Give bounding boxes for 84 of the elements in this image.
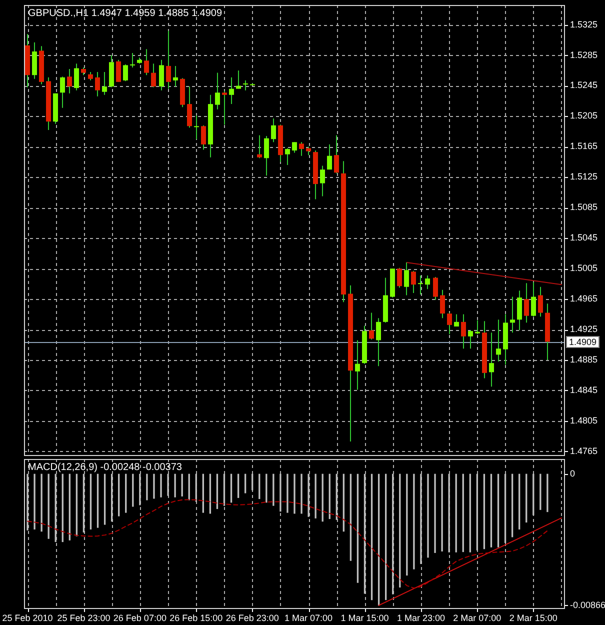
candlestick [264,136,269,176]
y-tick-label: 1.5085 [570,202,598,212]
candlestick [116,59,121,82]
candlestick [243,80,248,91]
candlestick [475,320,480,335]
candlestick [271,118,276,143]
candlestick [376,318,381,367]
candlestick [151,63,156,88]
candlestick [327,144,332,170]
chart-title: MACD(12,26,9) -0.00248 -0.00373 [28,462,182,473]
chart-title: GBPUSD.,H1 1.4947 1.4959 1.4885 1.4909 [28,8,222,19]
candlestick [397,267,402,288]
y-tick-label: 1.4805 [570,415,598,426]
candlestick [257,134,262,159]
candlestick [222,90,227,126]
x-tick-label: 26 Feb 15:00 [170,612,223,623]
candlestick [440,289,445,319]
candlestick [102,72,107,96]
candlestick [144,48,149,76]
candlestick [510,296,515,334]
candlestick [166,30,171,90]
candlestick [236,70,241,90]
candlestick [215,72,220,110]
candlestick [285,148,290,166]
y-tick-label: 1.5125 [570,172,598,182]
y-tick-label: 1.5005 [570,263,598,274]
candlestick [369,312,374,340]
candlestick [173,65,178,88]
y-tick-label: 1.5325 [570,19,598,30]
candlestick [320,165,325,197]
candlestick [454,314,459,327]
candlestick [299,142,304,156]
candlestick [130,52,135,68]
y-tick-label: 0 [570,468,576,479]
y-tick-label: -0.00866 [570,600,605,610]
candlestick [425,274,430,290]
candlestick [123,64,128,82]
y-tick-label: 1.4925 [570,324,598,334]
x-tick-label: 25 Feb 2010 [2,612,53,623]
x-tick-label: 2 Mar 15:00 [509,612,558,623]
candlestick [95,72,100,97]
candlestick [447,312,452,335]
candlestick [187,86,192,128]
candlestick [404,262,409,296]
candlestick [74,63,79,91]
candlestick [201,124,206,150]
candlestick [531,282,536,318]
y-tick-label: 1.4845 [570,384,598,395]
x-tick-label: 26 Feb 07:00 [113,612,166,623]
x-tick-label: 1 Mar 23:00 [396,612,445,623]
candlestick [538,286,543,318]
line-series [27,499,548,589]
candlestick [468,330,473,350]
candlestick [461,314,466,350]
candlestick [159,59,164,91]
candlestick [32,42,37,80]
candlestick [517,290,522,331]
y-tick-label: 1.5205 [570,110,598,121]
candlestick [60,76,65,108]
candlestick [334,134,339,174]
candlestick [496,319,501,362]
candlestick [524,282,529,324]
y-tick-label: 1.4965 [570,294,598,304]
candlestick [411,270,416,294]
candlestick [489,332,494,388]
x-tick-label: 25 Feb 23:00 [57,612,110,623]
y-tick-label: 1.5245 [570,80,598,90]
candlestick [194,114,199,140]
x-tick-label: 1 Mar 07:00 [284,612,333,623]
y-tick-label: 1.4765 [570,446,598,456]
candlestick [292,142,297,154]
candlestick [229,76,234,105]
candlestick [433,276,438,300]
y-tick-label: 1.5165 [570,141,598,152]
y-tick-label: 1.5285 [570,50,598,60]
candlestick [418,274,423,295]
y-tick-label: 1.4885 [570,354,598,364]
candlestick [355,340,360,390]
candlestick [67,68,72,94]
ref-line-label: 1.4909 [569,336,597,347]
y-tick-label: 1.5045 [570,232,598,243]
x-tick-label: 26 Feb 23:00 [226,612,279,623]
x-tick-label: 2 Mar 07:00 [453,612,502,623]
x-tick-label: 1 Mar 15:00 [340,612,389,623]
